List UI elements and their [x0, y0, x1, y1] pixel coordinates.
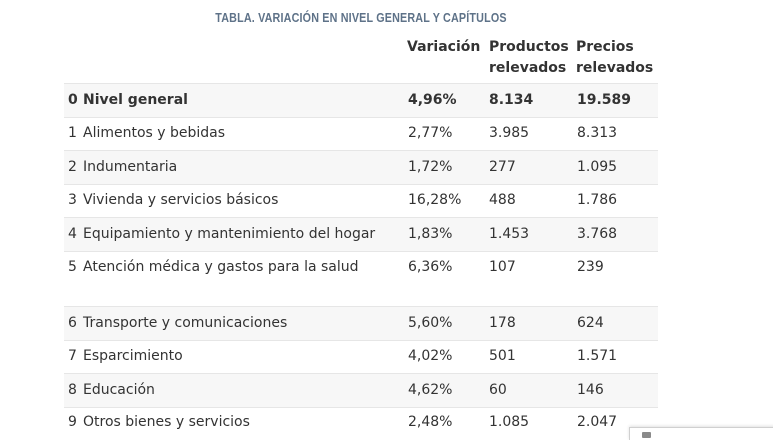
row-precios: 1.571	[577, 348, 618, 364]
header-precios-line2: relevados	[576, 60, 654, 76]
row-variacion: 4,62%	[408, 382, 453, 398]
row-number: 3	[68, 192, 77, 208]
row-variacion: 1,83%	[408, 226, 453, 242]
row-productos: 1.085	[489, 414, 530, 430]
row-divider	[64, 150, 658, 151]
row-variacion: 2,48%	[408, 414, 453, 430]
row-precios: 624	[577, 315, 604, 331]
row-divider	[64, 251, 658, 252]
row-name: Vivienda y servicios básicos	[83, 192, 279, 208]
row-divider	[64, 83, 658, 84]
row-number: 1	[68, 125, 77, 141]
row-name: Indumentaria	[83, 159, 178, 175]
row-precios: 1.786	[577, 192, 618, 208]
row-variacion: 1,72%	[408, 159, 453, 175]
header-productos-line2: relevados	[489, 60, 567, 76]
row-divider	[64, 217, 658, 218]
row-divider	[64, 117, 658, 118]
row-name: Esparcimiento	[83, 348, 183, 364]
row-precios: 1.095	[577, 159, 618, 175]
header-precios: Precios relevados	[576, 37, 653, 79]
table-row: 1 Alimentos y bebidas 2,77% 3.985 8.313	[64, 118, 658, 150]
table-caption: TABLA. VARIACIÓN EN NIVEL GENERAL Y CAPÍ…	[215, 11, 507, 25]
table-row: 7 Esparcimiento 4,02% 501 1.571	[64, 341, 658, 373]
row-number: 4	[68, 226, 77, 242]
row-name: Atención médica y gastos para la salud	[83, 259, 359, 275]
header-precios-line1: Precios	[576, 39, 634, 55]
row-productos: 178	[489, 315, 516, 331]
row-name: Otros bienes y servicios	[83, 414, 250, 430]
row-name: Educación	[83, 382, 155, 398]
row-productos: 107	[489, 259, 516, 275]
row-number: 6	[68, 315, 77, 331]
header-productos: Productos relevados	[489, 37, 569, 79]
row-name: Alimentos y bebidas	[83, 125, 226, 141]
row-number: 8	[68, 382, 77, 398]
widget-icon	[642, 432, 651, 438]
header-productos-line1: Productos	[489, 39, 569, 55]
row-productos: 1.453	[489, 226, 530, 242]
row-variacion: 4,96%	[408, 92, 457, 108]
row-number: 9	[68, 414, 77, 430]
row-variacion: 5,60%	[408, 315, 453, 331]
row-number: 5	[68, 259, 77, 275]
row-variacion: 6,36%	[408, 259, 453, 275]
row-divider	[64, 184, 658, 185]
row-variacion: 4,02%	[408, 348, 453, 364]
row-variacion: 2,77%	[408, 125, 453, 141]
row-precios: 3.768	[577, 226, 618, 242]
row-precios: 146	[577, 382, 604, 398]
row-productos: 60	[489, 382, 507, 398]
table-row: 9 Otros bienes y servicios 2,48% 1.085 2…	[64, 408, 658, 434]
row-divider	[64, 340, 658, 341]
row-name: Transporte y comunicaciones	[83, 315, 288, 331]
row-number: 7	[68, 348, 77, 364]
table-row: 8 Educación 4,62% 60 146	[64, 374, 658, 407]
row-divider	[64, 373, 658, 374]
row-name: Nivel general	[83, 92, 188, 108]
table-row: 4 Equipamiento y mantenimiento del hogar…	[64, 218, 658, 251]
row-precios: 239	[577, 259, 604, 275]
table-row: 6 Transporte y comunicaciones 5,60% 178 …	[64, 307, 658, 340]
row-precios: 19.589	[577, 92, 632, 108]
row-name: Equipamiento y mantenimiento del hogar	[83, 226, 376, 242]
row-productos: 501	[489, 348, 516, 364]
row-variacion: 16,28%	[408, 192, 462, 208]
row-productos: 3.985	[489, 125, 530, 141]
table-row: 2 Indumentaria 1,72% 277 1.095	[64, 151, 658, 184]
row-number: 2	[68, 159, 77, 175]
row-divider	[64, 306, 658, 307]
row-precios: 8.313	[577, 125, 618, 141]
row-number: 0	[68, 92, 78, 108]
row-precios: 2.047	[577, 414, 618, 430]
row-productos: 277	[489, 159, 516, 175]
header-variacion-label: Variación	[407, 39, 481, 55]
row-productos: 8.134	[489, 92, 534, 108]
header-variacion: Variación	[407, 37, 480, 58]
row-divider	[64, 407, 658, 408]
table-row: 0 Nivel general 4,96% 8.134 19.589	[64, 84, 658, 117]
row-productos: 488	[489, 192, 516, 208]
table-row: 5 Atención médica y gastos para la salud…	[64, 252, 658, 306]
table-row: 3 Vivienda y servicios básicos 16,28% 48…	[64, 185, 658, 217]
